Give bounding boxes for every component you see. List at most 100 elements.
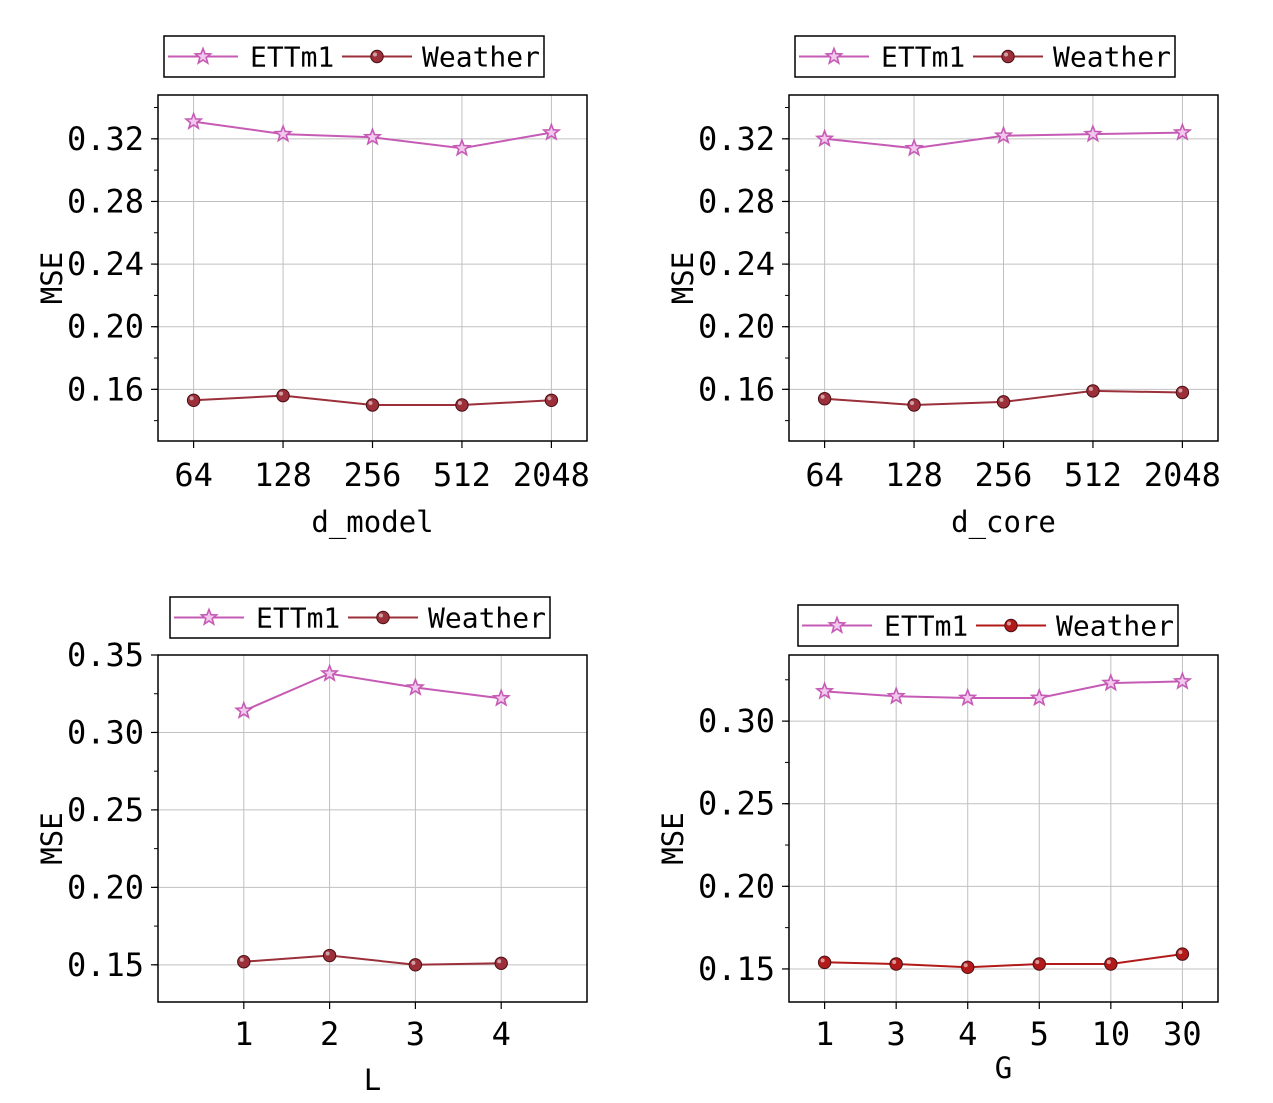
data-point-highlight xyxy=(910,400,915,405)
data-point-highlight xyxy=(1035,959,1040,964)
data-point-highlight xyxy=(999,397,1004,402)
series-ettm1 xyxy=(814,122,1193,157)
data-point-highlight xyxy=(547,396,552,401)
data-point-highlight xyxy=(457,400,462,405)
series-weather xyxy=(817,947,1190,974)
data-point-highlight xyxy=(368,400,373,405)
x-tick-label: 10 xyxy=(1092,1015,1131,1053)
chart-panel-1: 0.16 0.20 0.24 0.28 0.32 64 128 256 512 2048 d_mod… xyxy=(35,35,590,540)
data-point-highlight xyxy=(892,959,897,964)
y-tick-label: 0.28 xyxy=(698,182,775,220)
data-point-highlight xyxy=(411,960,416,965)
y-tick-label: 0.15 xyxy=(698,950,775,988)
data-point xyxy=(993,125,1014,145)
x-tick-label: 128 xyxy=(885,456,943,494)
data-point xyxy=(904,137,924,157)
x-axis-title: G xyxy=(995,1051,1012,1085)
legend-label: Weather xyxy=(1053,41,1171,74)
x-tick-label: 128 xyxy=(254,456,312,494)
y-tick-label: 0.20 xyxy=(67,308,144,346)
data-point xyxy=(889,957,903,971)
legend-marker-highlight xyxy=(1004,52,1008,57)
data-point xyxy=(1083,123,1103,143)
data-point xyxy=(1172,671,1193,690)
series-line xyxy=(243,954,502,966)
data-point xyxy=(1086,384,1100,398)
legend: ETTm1 Weather xyxy=(163,35,545,78)
data-point xyxy=(814,128,835,148)
legend: ETTm1 Weather xyxy=(794,35,1176,78)
data-point-highlight xyxy=(1178,388,1183,393)
data-point-highlight xyxy=(1178,950,1183,955)
data-point-highlight xyxy=(497,959,502,964)
data-point xyxy=(1172,122,1193,141)
data-point-highlight xyxy=(189,396,194,401)
legend: ETTm1 Weather xyxy=(169,596,551,639)
x-tick-label: 4 xyxy=(492,1015,511,1053)
series-weather xyxy=(186,388,559,412)
y-axis-title: MSE xyxy=(666,252,700,304)
x-tick-label: 512 xyxy=(433,456,491,494)
legend-marker xyxy=(827,615,847,634)
y-tick-label: 0.32 xyxy=(67,120,144,158)
x-tick-label: 2 xyxy=(320,1015,339,1053)
x-axis-title: L xyxy=(364,1063,381,1097)
y-axis-title: MSE xyxy=(35,252,69,304)
legend-marker xyxy=(1001,49,1015,64)
data-point xyxy=(961,960,975,974)
data-point xyxy=(996,395,1011,409)
data-point xyxy=(408,958,423,972)
plot-frame xyxy=(157,654,588,1003)
data-point xyxy=(1175,385,1190,400)
legend-marker xyxy=(824,46,844,65)
y-tick-label: 0.35 xyxy=(67,636,144,674)
data-point-highlight xyxy=(820,958,825,963)
x-tick-label: 64 xyxy=(805,456,844,494)
data-point xyxy=(907,398,921,412)
data-point xyxy=(957,687,978,707)
legend-marker xyxy=(376,610,390,625)
x-tick-label: 30 xyxy=(1163,1015,1202,1053)
y-tick-label: 0.20 xyxy=(67,868,144,906)
chart-panel-2: 0.16 0.20 0.24 0.28 0.32 64 128 256 512 2048 d_cor… xyxy=(666,35,1221,540)
data-point-highlight xyxy=(1088,386,1093,391)
data-point xyxy=(237,955,251,969)
data-point xyxy=(1101,672,1121,692)
x-tick-label: 1 xyxy=(815,1015,834,1053)
data-point xyxy=(1104,957,1118,971)
legend-marker-highlight xyxy=(1007,621,1011,626)
series-line xyxy=(824,680,1183,699)
data-point xyxy=(1175,947,1190,961)
data-point-highlight xyxy=(820,394,825,399)
legend-marker-highlight xyxy=(379,613,383,618)
legend-label: Weather xyxy=(428,602,546,635)
data-point xyxy=(273,123,293,143)
plot-frame xyxy=(788,654,1219,1003)
data-point xyxy=(491,688,511,707)
y-tick-label: 0.30 xyxy=(67,713,144,751)
series-ettm1 xyxy=(183,111,562,157)
y-tick-label: 0.32 xyxy=(698,120,775,158)
legend-label: ETTm1 xyxy=(884,610,968,643)
data-point xyxy=(817,955,832,970)
series-ettm1 xyxy=(814,671,1193,707)
x-tick-label: 512 xyxy=(1064,456,1122,494)
x-tick-label: 3 xyxy=(887,1015,906,1053)
legend-label: ETTm1 xyxy=(256,602,340,635)
data-point xyxy=(362,127,383,146)
data-point xyxy=(544,393,559,407)
y-axis-title: MSE xyxy=(656,812,690,864)
x-tick-label: 1 xyxy=(234,1015,253,1053)
y-axis-title: MSE xyxy=(35,812,69,864)
data-point xyxy=(494,956,508,970)
data-point-highlight xyxy=(1106,959,1111,964)
data-point xyxy=(452,137,472,157)
legend-marker xyxy=(1004,618,1018,633)
series-ettm1 xyxy=(234,663,511,719)
y-tick-label: 0.25 xyxy=(698,785,775,823)
data-point-highlight xyxy=(279,391,284,396)
data-point xyxy=(1032,957,1046,971)
data-point xyxy=(405,677,426,696)
legend-label: ETTm1 xyxy=(881,41,965,74)
